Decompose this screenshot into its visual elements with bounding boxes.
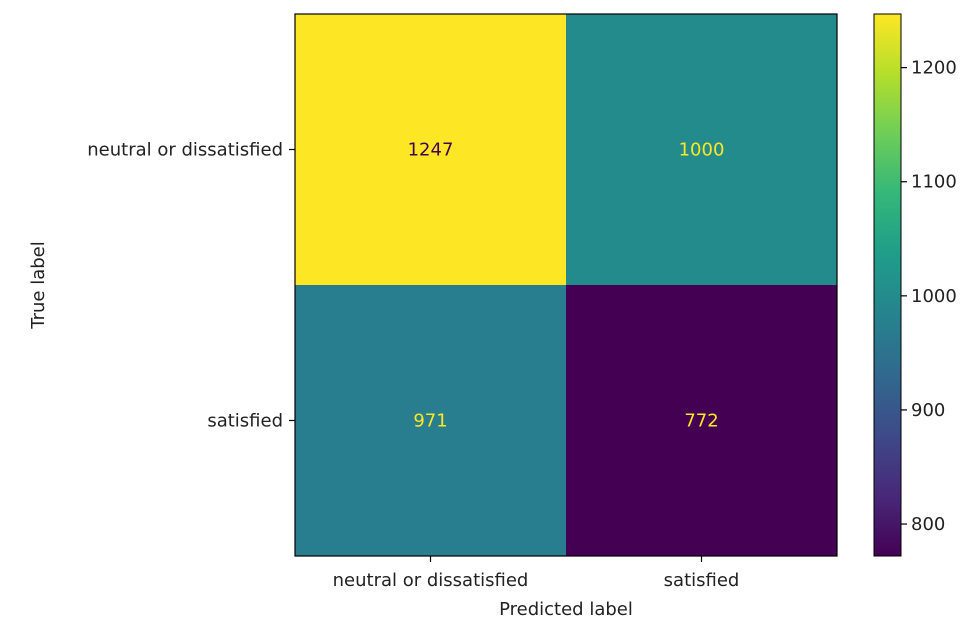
colorbar-tick-label: 800 — [911, 514, 945, 535]
x-axis: neutral or dissatisfied satisfied — [333, 556, 740, 591]
cell-value-label: 971 — [413, 411, 447, 432]
colorbar-tick-label: 1200 — [911, 58, 957, 79]
heatmap-cell — [566, 285, 837, 556]
x-tick-label: neutral or dissatisfied — [333, 570, 529, 591]
cell-value-label: 1000 — [679, 140, 725, 161]
x-tick-label: satisfied — [664, 570, 740, 591]
heatmap-cell — [295, 285, 566, 556]
colorbar-tick-label: 1100 — [911, 172, 957, 193]
colorbar-ticks: 800 900 1000 1100 1200 — [901, 58, 957, 535]
y-axis: neutral or dissatisfied satisfied — [87, 140, 295, 432]
x-axis-label: Predicted label — [499, 599, 633, 620]
colorbar — [873, 13, 902, 557]
heatmap-cell — [566, 14, 837, 285]
cell-value-label: 1247 — [408, 140, 454, 161]
y-tick-label: satisfied — [207, 411, 283, 432]
plot-frame — [294, 13, 838, 557]
cell-value-label: 772 — [684, 411, 718, 432]
colorbar-tick-label: 900 — [911, 400, 945, 421]
y-tick-label: neutral or dissatisfied — [87, 140, 283, 161]
heatmap-cells: 1247 1000 971 772 — [295, 14, 837, 556]
colorbar-tick-label: 1000 — [911, 286, 957, 307]
y-axis-label: True label — [28, 241, 49, 330]
heatmap-cell — [295, 14, 566, 285]
